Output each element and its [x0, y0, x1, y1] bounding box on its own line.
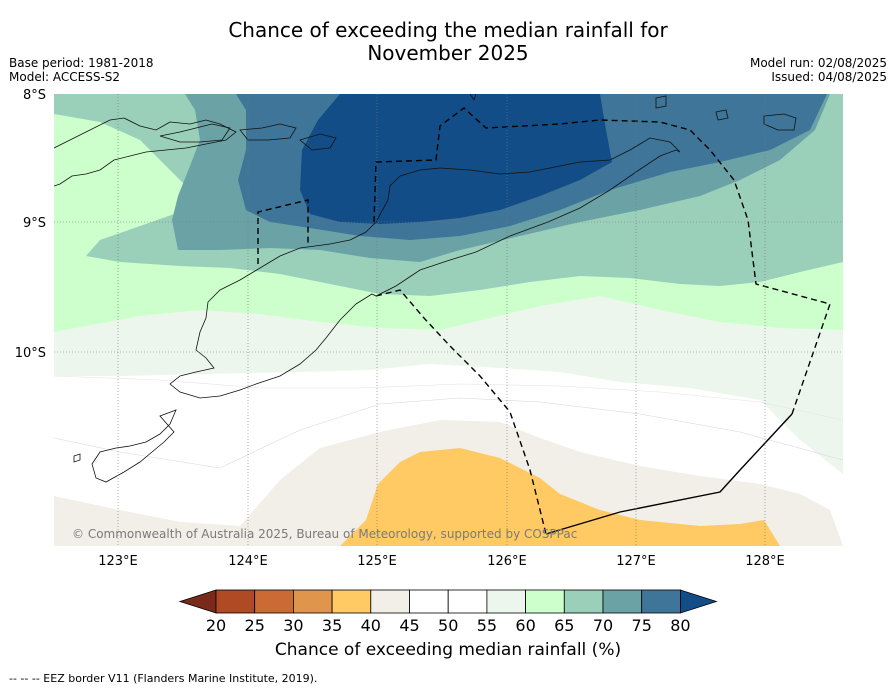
contour-line-50	[54, 375, 843, 421]
eez-border	[257, 107, 831, 535]
title-line-1: Chance of exceeding the median rainfall …	[228, 18, 668, 42]
title-line-2: November 2025	[367, 41, 529, 65]
colorbar-swatch	[641, 589, 681, 614]
graticule	[54, 94, 843, 546]
colorbar-swatch	[447, 589, 488, 614]
island-small-1	[239, 123, 297, 141]
sumba-savu-islands	[91, 409, 177, 483]
colorbar-tick-label: 70	[593, 616, 613, 635]
colorbar-swatch	[215, 589, 256, 614]
colorbar-tick-label: 50	[438, 616, 458, 635]
lon-label-124e: 124°E	[228, 554, 268, 569]
colorbar-swatch	[409, 589, 449, 614]
footer-note: -- -- -- EEZ border V11 (Flanders Marine…	[9, 672, 318, 685]
lon-label-127e: 127°E	[616, 554, 656, 569]
lon-label-125e: 125°E	[357, 554, 397, 569]
colorbar-tick-label: 55	[477, 616, 497, 635]
colorbar-swatch	[254, 589, 294, 614]
colorbar-tick-label: 35	[322, 616, 342, 635]
colorbar-tick-label: 30	[283, 616, 303, 635]
island-top-right-2	[763, 113, 797, 131]
colorbar-tick-label: 40	[361, 616, 381, 635]
issued-date: Issued: 04/08/2025	[771, 70, 887, 84]
contour-band-dark-core	[300, 94, 612, 224]
probability-contours	[54, 94, 843, 546]
lon-label-123e: 123°E	[98, 554, 138, 569]
island-top-left	[54, 117, 237, 187]
island-top-right-1	[655, 95, 667, 109]
island-top-center	[469, 94, 477, 101]
lat-label-8s: 8°S	[23, 88, 46, 103]
colorbar-tick-label: 80	[670, 616, 690, 635]
colorbar-swatch	[370, 589, 410, 614]
eez-border-dashed	[257, 107, 831, 535]
metadata-left: Base period: 1981-2018 Model: ACCESS-S2	[9, 56, 154, 84]
island-top-right-3	[715, 109, 729, 121]
lat-label-9s: 9°S	[23, 216, 46, 231]
colorbar-swatch	[602, 589, 643, 614]
colorbar-tick-label: 45	[399, 616, 419, 635]
colorbar-swatch	[292, 589, 333, 614]
eez-border-solid	[545, 413, 793, 535]
wetar-island	[159, 123, 231, 143]
lon-label-126e: 126°E	[487, 554, 527, 569]
colorbar-tick-label: 75	[632, 616, 652, 635]
model-name: Model: ACCESS-S2	[9, 70, 121, 84]
colorbar-tick-label: 25	[245, 616, 265, 635]
colorbar-tick-label: 20	[206, 616, 226, 635]
colorbar-extend-low	[178, 589, 217, 614]
colorbar-tick-label: 60	[515, 616, 535, 635]
copyright-notice: © Commonwealth of Australia 2025, Bureau…	[72, 527, 577, 541]
colorbar-tick-label: 65	[554, 616, 574, 635]
base-period: Base period: 1981-2018	[9, 56, 154, 70]
coastlines	[54, 94, 797, 483]
colorbar-label: Chance of exceeding median rainfall (%)	[274, 640, 622, 660]
colorbar-swatch	[486, 589, 526, 614]
contour-line-55	[54, 397, 843, 469]
colorbar: 20 25 30 35 40 45 50 55 60 65 70 75 80	[178, 589, 718, 635]
model-run: Model run: 02/08/2025	[749, 56, 887, 70]
lon-label-128e: 128°E	[745, 554, 785, 569]
timor-north-coast	[169, 137, 681, 399]
colorbar-extend-high	[680, 589, 718, 614]
colorbar-swatch	[525, 589, 565, 614]
metadata-right: Model run: 02/08/2025 Issued: 04/08/2025	[750, 56, 887, 84]
colorbar-swatch	[563, 589, 604, 614]
contour-band-35-40	[340, 448, 780, 546]
map-title: Chance of exceeding the median rainfall …	[0, 19, 896, 65]
lat-label-10s: 10°S	[15, 346, 46, 361]
island-small-2	[299, 133, 337, 151]
island-small-3	[73, 453, 81, 463]
colorbar-swatch	[331, 589, 372, 614]
